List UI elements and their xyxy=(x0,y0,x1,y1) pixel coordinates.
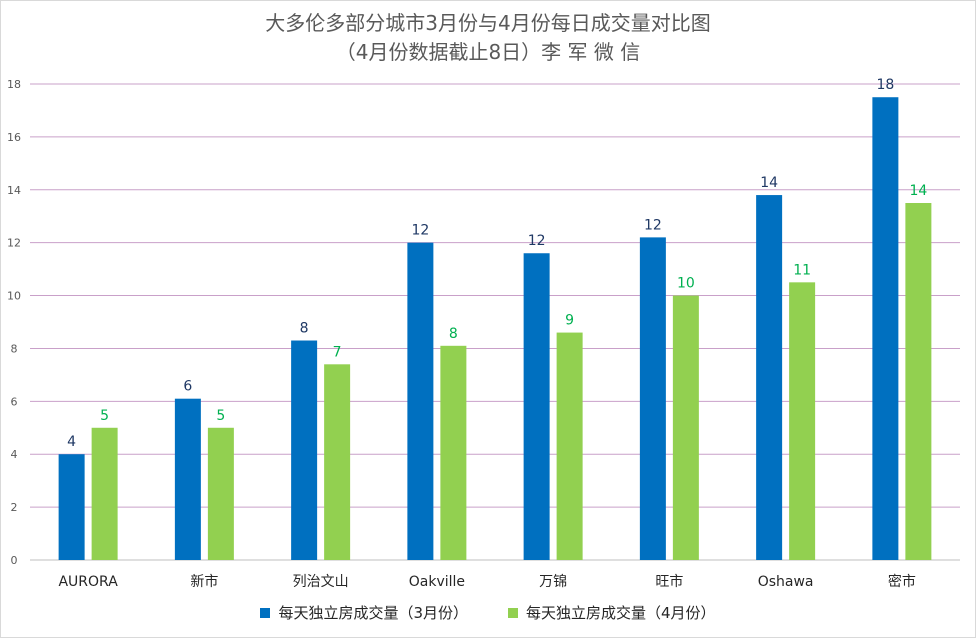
data-label-april: 7 xyxy=(333,344,342,360)
y-tick-label: 2 xyxy=(11,501,18,514)
y-tick-label: 10 xyxy=(7,290,21,303)
bar-march xyxy=(756,195,783,561)
bar-march xyxy=(291,340,318,560)
y-tick-label: 14 xyxy=(7,184,21,197)
data-label-april: 9 xyxy=(565,313,574,329)
bar-april xyxy=(556,332,583,560)
bar-march xyxy=(872,97,899,560)
category-label: 旺市 xyxy=(655,573,683,590)
legend-swatch-march xyxy=(260,607,271,618)
category-label: Oshawa xyxy=(758,574,814,590)
bar-april xyxy=(440,345,467,560)
data-label-march: 14 xyxy=(760,175,778,191)
data-label-march: 18 xyxy=(876,77,894,93)
data-label-march: 8 xyxy=(300,321,309,337)
y-tick-label: 0 xyxy=(11,554,18,567)
category-label: Oakville xyxy=(409,574,465,590)
data-label-march: 6 xyxy=(183,379,192,395)
bar-march xyxy=(58,454,85,560)
legend-swatch-april xyxy=(508,607,518,618)
bar-march xyxy=(639,237,666,560)
data-label-april: 5 xyxy=(100,408,109,424)
bar-april xyxy=(672,295,699,560)
bar-march xyxy=(407,242,434,560)
y-tick-label: 16 xyxy=(7,131,21,144)
data-label-march: 12 xyxy=(411,223,429,239)
bar-april xyxy=(905,203,932,560)
data-label-april: 14 xyxy=(909,183,927,199)
y-tick-label: 4 xyxy=(11,448,18,461)
bar-march xyxy=(174,398,201,560)
data-label-april: 5 xyxy=(216,408,225,424)
bar-april xyxy=(789,282,816,560)
data-label-march: 12 xyxy=(644,217,662,233)
y-tick-label: 6 xyxy=(11,395,18,408)
legend-item-march: 每天独立房成交量（3月份） xyxy=(260,602,468,623)
bar-april xyxy=(91,427,118,560)
data-label-april: 10 xyxy=(677,276,695,292)
category-label: 万锦 xyxy=(539,573,567,590)
y-tick-label: 8 xyxy=(11,342,18,355)
category-label: AURORA xyxy=(58,574,118,590)
legend-label-april: 每天独立房成交量（4月份） xyxy=(526,604,716,622)
legend-label-march: 每天独立房成交量（3月份） xyxy=(278,604,468,622)
data-label-april: 8 xyxy=(449,326,458,342)
data-label-march: 4 xyxy=(67,434,76,450)
y-tick-label: 18 xyxy=(7,78,21,91)
legend: 每天独立房成交量（3月份） 每天独立房成交量（4月份） xyxy=(0,602,976,623)
category-label: 新市 xyxy=(190,573,218,590)
bar-march xyxy=(523,253,550,560)
chart-subtitle: （4月份数据截止8日）李 军 微 信 xyxy=(335,40,641,64)
category-label: 列治文山 xyxy=(293,574,349,590)
category-label: 密市 xyxy=(888,573,916,590)
legend-item-april: 每天独立房成交量（4月份） xyxy=(508,602,716,623)
y-tick-label: 12 xyxy=(7,237,21,250)
data-label-march: 12 xyxy=(528,233,546,249)
chart-title: 大多伦多部分城市3月份与4月份每日成交量对比图 xyxy=(265,11,711,35)
bar-april xyxy=(324,364,351,560)
bar-april xyxy=(207,427,234,560)
data-label-april: 11 xyxy=(793,262,811,278)
